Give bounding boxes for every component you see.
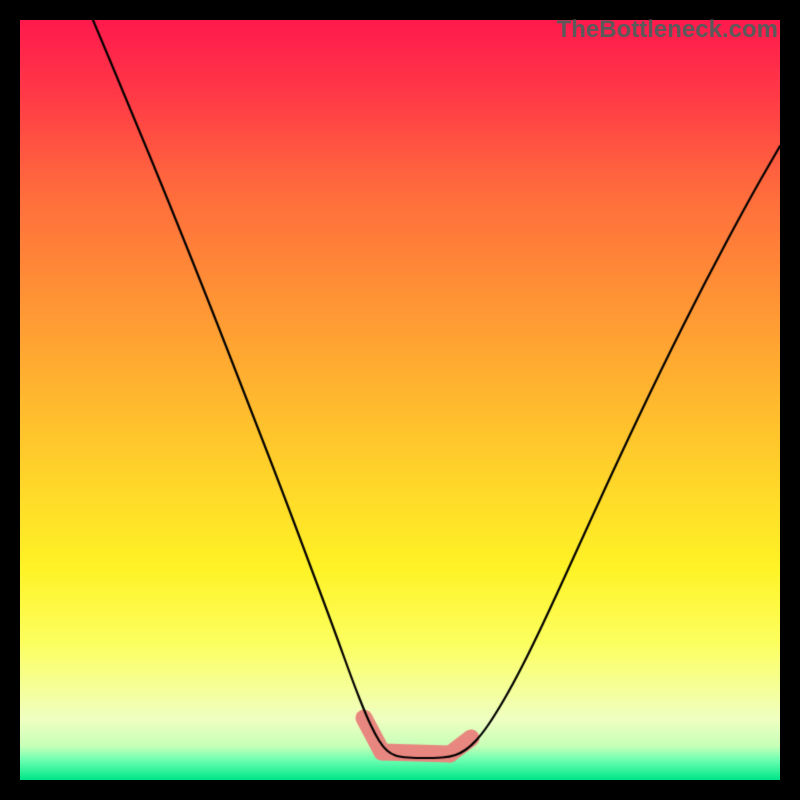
watermark-text: TheBottleneck.com <box>557 16 778 44</box>
bottleneck-curve <box>20 20 780 780</box>
plot-area <box>20 20 780 780</box>
